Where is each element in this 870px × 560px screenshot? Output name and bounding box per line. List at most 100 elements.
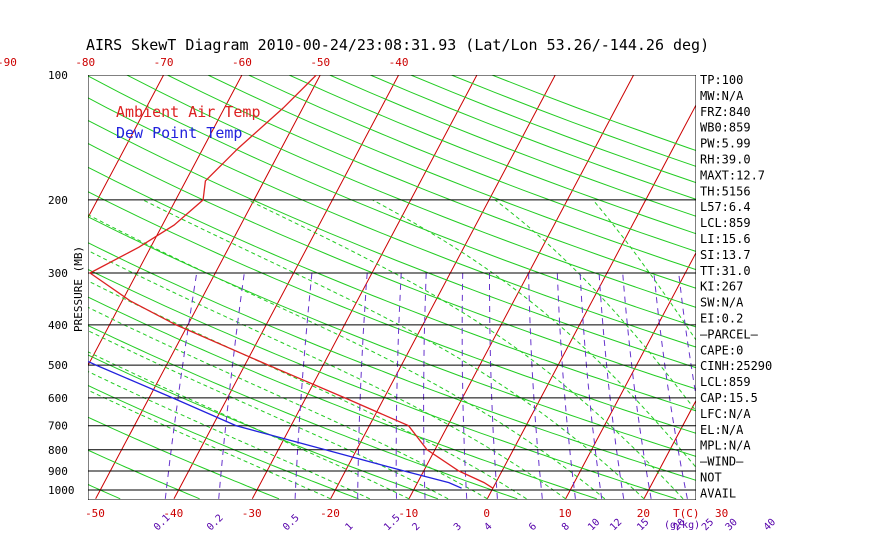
top-temp-tick-label: -70 [154, 56, 174, 69]
index-item: LI:15.6 [700, 232, 751, 246]
mixing-ratio-line [598, 272, 625, 499]
mixing-ratio-label: 4 [482, 521, 494, 533]
top-temp-tick-label: -50 [310, 56, 330, 69]
dry-adiabat-line [207, 75, 696, 271]
dry-adiabat-line [88, 142, 696, 390]
mixing-ratio-label: 1 [343, 521, 355, 533]
mixing-ratio-line [579, 272, 603, 499]
bottom-temp-tick-label: -50 [85, 507, 105, 520]
mixing-ratio-line [653, 272, 688, 499]
bottom-temp-tick-label: -10 [398, 507, 418, 520]
mixing-ratio-label: 0.5 [281, 513, 302, 534]
dry-adiabat-line [88, 449, 200, 500]
mixing-ratio-line [678, 272, 696, 399]
moist-adiabat-line [372, 199, 696, 469]
ambient-temp-line [88, 75, 494, 489]
index-item: MW:N/A [700, 89, 744, 103]
index-item: MPL:N/A [700, 439, 751, 453]
dry-adiabat-line [88, 416, 280, 500]
dry-adiabat-line [88, 97, 696, 348]
moist-adiabat-line [88, 214, 606, 500]
index-item: LFC:N/A [700, 407, 751, 421]
bottom-temp-tick-label: 10 [558, 507, 571, 520]
mixing-ratio-label: 25 [700, 517, 716, 533]
isotherm-line [801, 75, 870, 499]
index-item: SW:N/A [700, 296, 744, 310]
mixing-ratio-line [622, 272, 652, 499]
pressure-tick-label: 300 [48, 267, 68, 280]
diagram-grid [0, 75, 870, 500]
pressure-tick-label: 200 [48, 194, 68, 207]
index-item: L57:6.4 [700, 200, 751, 214]
dry-adiabat-line [88, 296, 597, 500]
dry-adiabat-line [491, 75, 696, 152]
isotherm-line [173, 75, 400, 500]
top-temp-tick-label: -90 [0, 56, 17, 69]
bottom-temp-tick-label: 0 [483, 507, 490, 520]
stability-indices: TP:100 MW:N/A FRZ:840 WB0:859 PW:5.99 RH:39.0… [700, 73, 772, 500]
mixing-ratio-line [164, 272, 198, 499]
dry-adiabat-line [88, 268, 677, 500]
index-item: AVAIL [700, 486, 736, 500]
index-item: CAPE:0 [700, 343, 743, 357]
index-item: EL:N/A [700, 423, 744, 437]
mixing-ratio-label: 0.2 [205, 513, 226, 534]
isotherm-line [0, 75, 7, 499]
moist-adiabat-line [88, 351, 410, 500]
mixing-ratio-line [556, 272, 576, 499]
isotherm-line [88, 75, 243, 367]
mixing-ratio-label: 6 [527, 521, 539, 533]
dry-adiabat-line [248, 75, 696, 252]
moist-adiabat-line [142, 199, 645, 500]
mixing-ratio-line [357, 272, 368, 499]
index-item: RH:39.0 [700, 153, 751, 167]
dry-adiabat-line [88, 242, 696, 481]
bottom-temp-tick-label: -30 [242, 507, 262, 520]
index-item: TP:100 [700, 73, 743, 87]
index-item: —PARCEL— [700, 327, 759, 341]
mixing-ratio-label: 10 [586, 517, 602, 533]
pressure-tick-label: 500 [48, 359, 68, 372]
index-item: TH:5156 [700, 184, 751, 198]
index-item: LCL:859 [700, 216, 751, 230]
mixing-ratio-line [528, 272, 543, 499]
dry-adiabat-line [88, 119, 696, 369]
pressure-tick-label: 800 [48, 444, 68, 457]
index-item: SI:13.7 [700, 248, 751, 262]
isotherm-line [88, 75, 165, 219]
dry-adiabat-line [88, 354, 439, 500]
index-item: —WIND— [700, 455, 744, 469]
moist-adiabat-line [88, 249, 566, 500]
pressure-tick-label: 1000 [48, 484, 75, 497]
bottom-temp-tick-label: 20 [637, 507, 650, 520]
dry-adiabat-line [167, 75, 696, 289]
mixing-ratio-line [461, 272, 468, 499]
index-item: CINH:25290 [700, 359, 772, 373]
pressure-tick-label: 700 [48, 420, 68, 433]
bottom-unit-label: T(C) [673, 507, 700, 520]
isotherm-line [95, 75, 321, 500]
mixing-ratio-line [395, 272, 402, 499]
dry-adiabat-line [126, 75, 696, 308]
legend-ambient: Ambient Air Temp [116, 103, 261, 121]
top-temp-tick-label: -40 [389, 56, 409, 69]
mixing-ratio-label: 40 [762, 517, 778, 533]
mixing-ratio-line [218, 272, 245, 499]
index-item: TT:31.0 [700, 264, 751, 278]
legend-dewpoint: Dew Point Temp [116, 124, 242, 142]
dry-adiabat-line [88, 75, 696, 328]
index-item: MAXT:12.7 [700, 168, 765, 182]
dry-adiabat-line [370, 75, 696, 200]
mixing-ratio-label: 8 [560, 521, 572, 533]
moist-adiabat-line [88, 370, 371, 500]
index-item: CAP:15.5 [700, 391, 758, 405]
mixing-ratio-label: 2 [410, 521, 422, 533]
chart-title: AIRS SkewT Diagram 2010-00-24/23:08:31.9… [86, 36, 709, 54]
sounding-series [88, 75, 494, 489]
dewpoint-line [88, 360, 462, 489]
index-item: WB0:859 [700, 121, 751, 135]
isotherm-line [565, 251, 696, 500]
index-item: FRZ:840 [700, 105, 751, 119]
isotherm-line [251, 75, 478, 500]
